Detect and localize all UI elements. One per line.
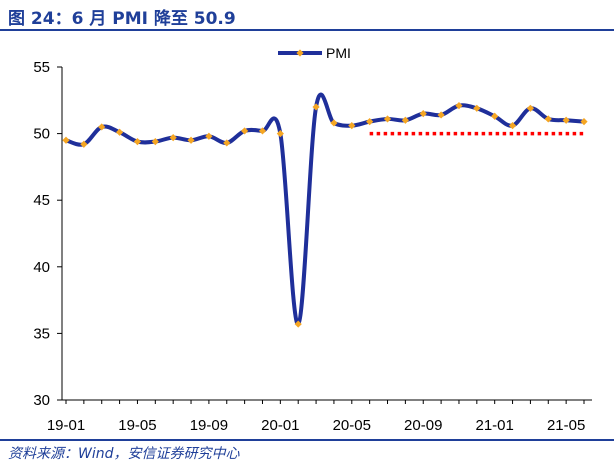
chart-title: 图 24：6 月 PMI 降至 50.9 bbox=[8, 9, 236, 29]
pmi-data-point bbox=[348, 122, 356, 130]
x-tick-label: 19-05 bbox=[118, 417, 156, 434]
pmi-data-point bbox=[276, 130, 284, 138]
legend-label-pmi: PMI bbox=[326, 45, 351, 61]
pmi-data-point bbox=[241, 127, 249, 135]
title-divider bbox=[0, 29, 614, 31]
pmi-data-point bbox=[419, 110, 427, 118]
pmi-data-point bbox=[544, 115, 552, 123]
x-tick-label: 20-05 bbox=[333, 417, 371, 434]
pmi-series-line bbox=[65, 92, 585, 327]
source-note: 资料来源：Wind，安信证券研究中心 bbox=[8, 446, 240, 462]
y-tick-label: 45 bbox=[33, 192, 50, 209]
pmi-data-point bbox=[526, 104, 535, 112]
pmi-data-point bbox=[133, 137, 142, 146]
pmi-data-point bbox=[187, 136, 195, 144]
pmi-data-point bbox=[115, 128, 124, 136]
x-tick-label: 21-05 bbox=[547, 417, 585, 434]
pmi-data-point bbox=[330, 119, 338, 127]
footer-divider bbox=[0, 439, 614, 441]
y-tick-label: 50 bbox=[33, 126, 50, 143]
pmi-data-point bbox=[366, 118, 374, 126]
pmi-data-point bbox=[258, 127, 267, 135]
pmi-data-point bbox=[508, 122, 517, 130]
legend-marker-swatch bbox=[296, 49, 304, 57]
y-tick-label: 55 bbox=[33, 59, 50, 76]
pmi-data-point bbox=[98, 123, 106, 131]
pmi-data-point bbox=[562, 116, 570, 124]
pmi-data-point bbox=[80, 140, 88, 148]
pmi-data-point bbox=[151, 137, 159, 146]
y-tick-label: 40 bbox=[33, 259, 50, 276]
x-tick-label: 19-01 bbox=[47, 417, 85, 434]
pmi-data-point bbox=[205, 132, 213, 140]
chart-axes: 30 35 40 45 50 55 19-01 19-05 19-09 20-01 20-05 20-… bbox=[33, 59, 592, 434]
y-tick-label: 30 bbox=[33, 392, 50, 409]
series-layer bbox=[62, 92, 588, 328]
pmi-data-point bbox=[294, 320, 302, 328]
pmi-data-point bbox=[312, 103, 320, 111]
x-tick-label: 20-09 bbox=[404, 417, 442, 434]
pmi-data-point bbox=[169, 133, 177, 142]
pmi-data-point bbox=[223, 139, 231, 147]
pmi-data-point bbox=[62, 136, 70, 144]
pmi-line-chart: 30 35 40 45 50 55 19-01 19-05 19-09 20-01 20-05 20-… bbox=[33, 45, 592, 434]
x-tick-label: 20-01 bbox=[261, 417, 299, 434]
pmi-data-point bbox=[437, 111, 445, 119]
y-tick-label: 35 bbox=[33, 325, 50, 342]
x-tick-label: 19-09 bbox=[190, 417, 228, 434]
pmi-data-point bbox=[401, 116, 409, 124]
pmi-data-point bbox=[580, 118, 588, 126]
legend: PMI bbox=[278, 45, 351, 61]
x-tick-label: 21-01 bbox=[476, 417, 514, 434]
pmi-data-point bbox=[473, 104, 481, 112]
pmi-data-point bbox=[383, 115, 392, 123]
pmi-data-point bbox=[455, 102, 463, 110]
pmi-data-point bbox=[491, 112, 499, 120]
